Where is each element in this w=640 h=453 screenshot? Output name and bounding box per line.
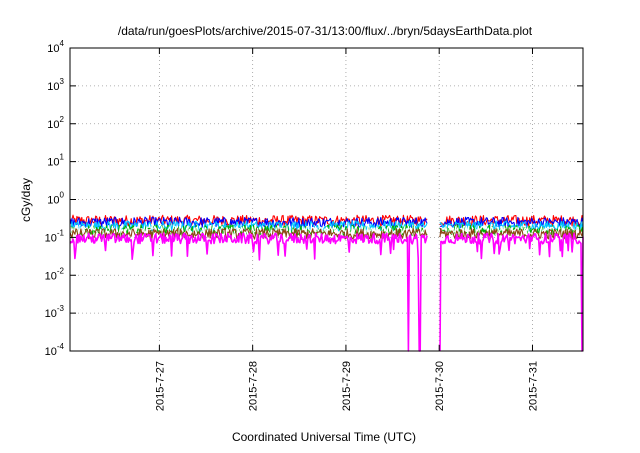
x-tick-label: 2015-7-31 [527,361,539,411]
x-axis-label: Coordinated Universal Time (UTC) [232,430,416,444]
y-tick-label: 103 [47,77,64,93]
y-tick-label: 100 [47,191,64,207]
y-tick-label: 104 [47,39,64,55]
x-tick-label: 2015-7-29 [341,361,353,411]
series-line [439,214,584,227]
y-tick-label: 102 [47,115,64,131]
x-tick-label: 2015-7-28 [248,361,260,411]
y-tick-label: 10-1 [45,228,65,244]
series-line [439,228,584,240]
x-tick-label: 2015-7-27 [154,361,166,411]
x-tick-label: 2015-7-30 [434,361,446,411]
series-line [439,225,584,238]
series-line [69,232,428,352]
y-tick-label: 10-2 [45,266,65,282]
series-line [69,225,428,238]
series-line [69,227,428,240]
series-line [439,232,584,352]
y-tick-label: 10-3 [45,304,65,320]
chart-title: /data/run/goesPlots/archive/2015-07-31/1… [118,24,533,38]
y-axis-label: cGy/day [19,178,33,222]
y-tick-label: 10-4 [45,342,65,358]
y-tick-label: 101 [47,153,64,169]
